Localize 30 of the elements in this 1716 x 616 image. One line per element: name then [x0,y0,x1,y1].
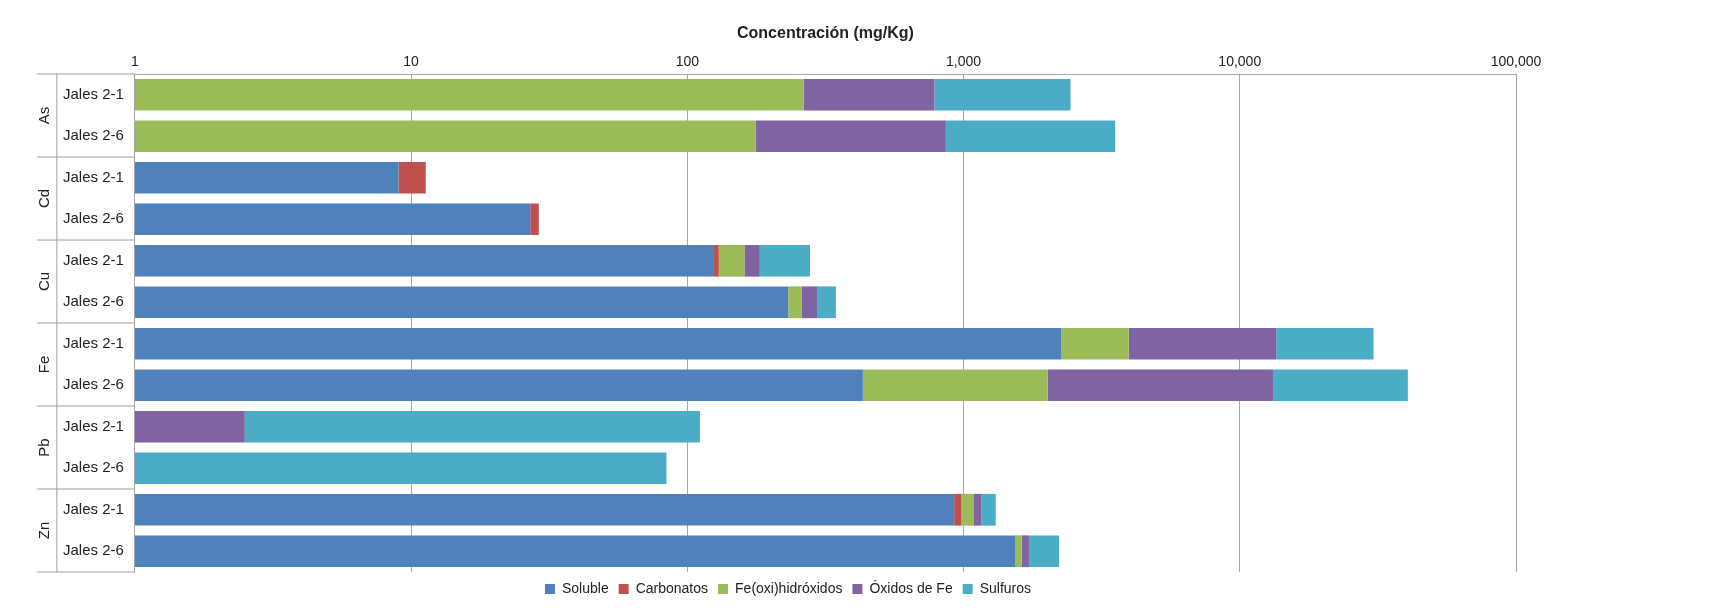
y-tick-label: Jales 2-6 [62,126,124,144]
x-tick-label: 100,000 [1490,53,1542,70]
y-tick-label: Jales 2-1 [62,416,124,434]
legend-label: Sulfuros [979,579,1032,596]
x-tick-label: 10,000 [1218,53,1262,70]
x-tick-label: 100 [675,53,700,70]
y-tick-label: Jales 2-1 [62,84,124,102]
x-axis-title: Concentración (mg/Kg) [736,24,914,42]
x-tick-label: 10 [403,53,420,70]
text: Cu [35,271,52,292]
text: Fe [35,355,52,374]
y-tick-label: Jales 2-6 [62,292,124,310]
y-tick-label: Jales 2-1 [62,333,124,351]
text: Pb [35,438,52,457]
legend-label: Soluble [561,579,609,596]
y-tick-label: Jales 2-1 [62,499,124,517]
legend-label: Carbonatos [635,579,709,596]
y-tick-label: Jales 2-6 [62,209,124,227]
y-tick-label: Jales 2-1 [62,167,124,185]
legend-label: Fe(oxi)hidróxidos [735,579,843,596]
x-tick-label: 1 [130,53,139,70]
y-tick-label: Jales 2-6 [62,375,124,393]
x-tick-label: 1,000 [946,53,982,70]
y-tick-label: Jales 2-1 [62,250,124,268]
y-tick-label: Jales 2-6 [62,458,124,476]
text: Zn [35,521,52,540]
y-tick-label: Jales 2-6 [62,541,124,559]
text: Cd [35,188,52,209]
legend-label: Óxidos de Fe [869,579,953,596]
text: As [35,106,52,125]
